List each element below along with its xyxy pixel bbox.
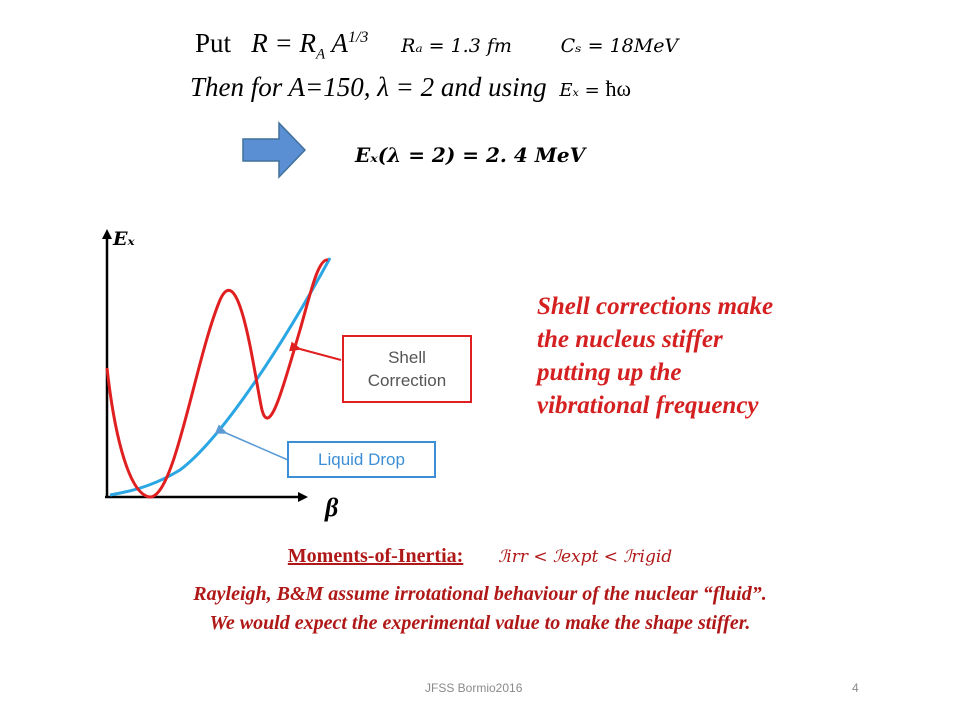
x-axis-label: β [325, 493, 339, 522]
shell-pointer-arrow [289, 341, 342, 361]
shell-correction-callout: Shell Correction [342, 335, 472, 403]
block-arrow-icon [242, 121, 307, 179]
formula-line-conditions: Then for A=150, λ = 2 and using Eₓ = ħω [190, 72, 631, 102]
moments-label: Moments-of-Inertia: [287, 545, 464, 567]
formula-line-radius: Put R = RA A1/3 Rₐ = 1.3 fm Cₛ = 18MeV [195, 28, 678, 63]
page-number: 4 [852, 681, 859, 695]
cs-value: Cₛ = 18MeV [560, 35, 679, 57]
moments-of-inertia-line: Moments-of-Inertia: ℐirr < ℐexpt < ℐrigi… [0, 545, 960, 568]
ra-value: Rₐ = 1.3 fm [401, 35, 512, 57]
ex-equals: Eₓ = [559, 80, 606, 101]
rayleigh-line-2: We would expect the experimental value t… [209, 612, 751, 634]
radius-formula: R = RA A1/3 [251, 28, 369, 63]
hbar-omega: ħω [605, 76, 631, 101]
liquid-pointer-arrow [214, 424, 289, 461]
result-formula: Eₓ(λ = 2) = 2. 4 MeV [355, 143, 586, 167]
shell-correction-note: Shell corrections make the nucleus stiff… [537, 293, 774, 419]
footer-source: JFSS Bormio2016 [425, 681, 523, 695]
moments-relation: ℐirr < ℐexpt < ℐrigid [498, 547, 673, 567]
put-word: Put [195, 28, 232, 58]
liquid-drop-callout: Liquid Drop [287, 441, 436, 478]
y-axis-label: Eₓ [113, 228, 135, 250]
rayleigh-line-1: Rayleigh, B&M assume irrotational behavi… [193, 583, 767, 605]
